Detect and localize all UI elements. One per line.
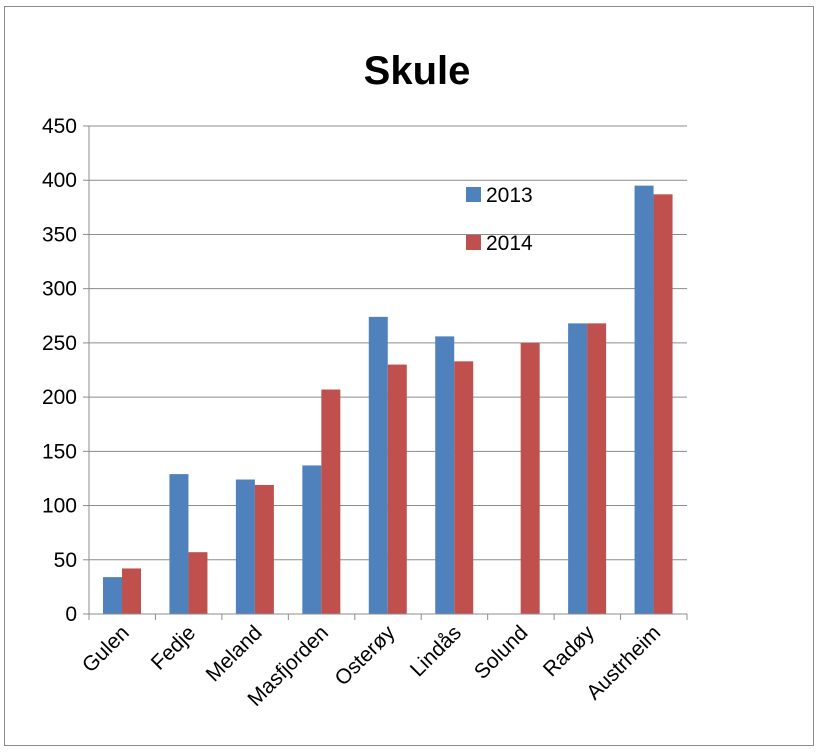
chart-title: Skule	[364, 49, 471, 93]
x-tick-label: Radøy	[539, 621, 599, 681]
bar-2014-solund	[520, 342, 540, 614]
legend-swatch-2014	[466, 235, 481, 250]
bar-2014-lindås	[454, 361, 474, 614]
bars	[103, 185, 673, 614]
y-tick-label: 450	[42, 115, 77, 138]
y-tick-label: 0	[65, 603, 77, 626]
bar-2013-fedje	[169, 474, 189, 614]
legend-label-2013: 2013	[486, 184, 533, 207]
y-tick-label: 50	[54, 549, 77, 572]
bar-2013-lindås	[435, 336, 455, 614]
chart-frame	[4, 6, 814, 746]
bar-2014-meland	[254, 484, 274, 614]
bar-2014-osterøy	[387, 364, 407, 614]
bar-2013-osterøy	[368, 316, 388, 614]
y-tick-label: 250	[42, 332, 77, 355]
bar-2014-gulen	[122, 568, 141, 614]
y-tick-label: 300	[42, 278, 77, 301]
x-tick-label: Meland	[202, 621, 267, 686]
legend: 2013 2014	[466, 184, 533, 255]
y-tick-label: 400	[42, 169, 77, 192]
bar-2013-gulen	[103, 577, 122, 614]
y-tick-label: 350	[42, 223, 77, 246]
bar-2014-radøy	[587, 323, 607, 614]
bar-2014-fedje	[188, 552, 208, 614]
y-tick-label: 100	[42, 495, 77, 518]
bar-2013-austrheim	[634, 185, 654, 614]
x-tick-label: Gulen	[78, 621, 134, 677]
y-tick-label: 200	[42, 386, 77, 409]
bar-2013-masfjorden	[302, 465, 322, 614]
x-tick-label: Fedje	[147, 621, 200, 674]
legend-swatch-2013	[466, 187, 481, 202]
x-tick-label: Osterøy	[330, 621, 399, 690]
legend-label-2014: 2014	[486, 232, 533, 255]
y-axis: 0 50 100 150 200 250 300 350 400 450	[42, 115, 90, 626]
bar-2014-masfjorden	[321, 389, 341, 614]
y-tick-label: 150	[42, 440, 77, 463]
x-tick-label: Solund	[470, 621, 533, 684]
bar-2014-austrheim	[653, 194, 673, 614]
bar-2013-radøy	[568, 323, 588, 614]
bar-2013-meland	[235, 479, 255, 614]
x-tick-label: Lindås	[406, 621, 466, 681]
